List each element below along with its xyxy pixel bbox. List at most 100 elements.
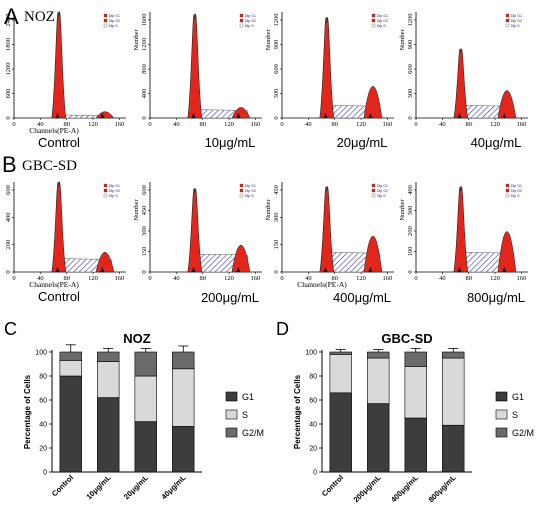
histogram-peak-marker: [323, 267, 328, 272]
histogram-x-tick-label: 80: [465, 121, 472, 128]
histogram-y-tick-label: 0: [5, 270, 12, 273]
legend-label: G2/M: [512, 428, 534, 438]
bar-g2m-segment: [404, 351, 427, 367]
chart-title: NOZ: [123, 331, 151, 346]
bar-s-segment: [404, 366, 427, 419]
histogram-a-1: 0 40 80 120 160 0 600 1200 1800 2400 Channels(PE-A…: [5, 11, 126, 150]
histogram-legend-label: Dip S: [511, 194, 520, 198]
histogram-y-tick-label: 1600: [141, 14, 148, 27]
bar-s-segment: [59, 360, 82, 377]
histogram-legend-swatch: [505, 183, 510, 188]
histogram-y-tick-label: 0: [141, 270, 148, 273]
histogram-g1-peak: [453, 48, 469, 119]
bar-g1-segment: [97, 397, 120, 473]
histogram-x-tick-label: 80: [331, 121, 338, 128]
histogram-condition-label: 20μg/mL: [337, 135, 388, 150]
histogram-peak-marker: [100, 267, 105, 272]
histogram-y-title: Number: [399, 29, 406, 51]
bar-g1-segment: [59, 375, 82, 473]
histogram-x-tick-label: 40: [37, 121, 44, 128]
histogram-y-tick-label: 0: [407, 270, 414, 273]
histogram-legend-swatch: [103, 18, 108, 23]
chart-x-tick-label: 40μg/mL: [159, 473, 187, 501]
histogram-y-tick-label: 400: [407, 185, 414, 195]
histogram-y-tick-label: 600: [5, 185, 12, 195]
chart-y-tick-label: 40: [39, 422, 47, 429]
histogram-x-tick-label: 120: [356, 121, 366, 128]
bar-g2m-segment: [172, 351, 195, 370]
histogram-y-tick-label: 400: [5, 212, 12, 222]
histogram-x-tick-label: 80: [199, 275, 206, 282]
histogram-y-tick-label: 600: [5, 89, 12, 99]
histogram-peak-marker: [457, 113, 462, 118]
histogram-peak-marker: [100, 113, 105, 118]
chart-x-tick-label: 20μg/mL: [122, 473, 150, 501]
histogram-y-tick-label: 150: [273, 240, 280, 250]
histogram-x-tick-label: 120: [224, 275, 234, 282]
chart-y-tick-label: 100: [35, 350, 47, 357]
legend-swatch: [225, 391, 238, 402]
histogram-legend-swatch: [505, 13, 510, 18]
histogram-legend-swatch: [371, 188, 376, 193]
histogram-legend-swatch: [239, 183, 244, 188]
histogram-x-tick-label: 40: [37, 275, 44, 282]
chart-y-tick-label: 40: [309, 422, 317, 429]
chart-x-tick-label: Control: [320, 473, 345, 498]
chart-y-tick-label: 60: [39, 398, 47, 405]
histogram-condition-label: 40μg/mL: [471, 135, 522, 150]
histogram-legend-label: Dip G2: [377, 19, 388, 23]
histogram-g2-peak: [231, 107, 251, 119]
histogram-x-tick-label: 0: [12, 275, 15, 282]
panel-c-letter: C: [4, 319, 17, 339]
histogram-legend-swatch: [239, 13, 244, 18]
histogram-legend-swatch: [371, 23, 376, 28]
histogram-legend-swatch: [239, 18, 244, 23]
histogram-legend-swatch: [239, 23, 244, 28]
bar-s-segment: [134, 375, 157, 422]
histogram-condition-label: 400μg/mL: [333, 290, 391, 305]
legend-swatch: [495, 391, 508, 402]
histogram-peak-marker: [368, 113, 373, 118]
histogram-g2-peak: [95, 251, 115, 273]
bar-g1-segment: [367, 403, 390, 473]
bar-g1-segment: [329, 392, 352, 473]
histogram-peak-marker: [236, 267, 241, 272]
chart-x-tick-label: Control: [50, 473, 75, 498]
histogram-g1-peak: [319, 186, 335, 273]
stacked-bar-charts: NOZ 0 20 40 60 80 100 Percentage of Cells Contro…: [23, 331, 534, 504]
histogram-g1-peak: [51, 181, 67, 273]
histogram-g2-peak: [363, 236, 383, 273]
histogram-x-tick-label: 160: [383, 275, 393, 282]
histogram-legend-label: Dip G1: [377, 14, 388, 18]
histogram-legend-label: Dip G1: [245, 14, 256, 18]
histogram-y-tick-label: 600: [407, 64, 414, 74]
histogram-y-tick-label: 200: [407, 226, 414, 236]
histogram-condition-label: 200μg/mL: [201, 290, 259, 305]
histogram-legend-swatch: [371, 193, 376, 198]
histogram-y-tick-label: 0: [141, 116, 148, 119]
bar-s-segment: [367, 357, 390, 404]
histogram-y-tick-label: 100: [407, 247, 414, 257]
histogram-x-tick-label: 40: [173, 121, 180, 128]
bar-s-segment: [172, 368, 195, 427]
histogram-x-tick-label: 80: [63, 275, 70, 282]
histogram-legend-label: Dip G1: [511, 184, 522, 188]
histogram-g2-peak: [363, 85, 383, 119]
histogram-legend-label: Dip G2: [109, 189, 120, 193]
bar-g1-segment: [134, 421, 157, 473]
histogram-x-tick-label: 0: [280, 121, 283, 128]
histogram-legend-label: Dip G1: [377, 184, 388, 188]
bar-g2m-segment: [367, 351, 390, 359]
histogram-x-tick-label: 160: [251, 275, 261, 282]
histogram-x-tick-label: 0: [414, 275, 417, 282]
histogram-legend-swatch: [505, 193, 510, 198]
legend-label: S: [512, 410, 518, 420]
histogram-legend-label: Dip G2: [511, 19, 522, 23]
bar-g2m-segment: [329, 351, 352, 355]
histogram-y-tick-label: 0: [273, 116, 280, 119]
histogram-x-tick-label: 120: [88, 275, 98, 282]
histogram-legend-label: Dip S: [245, 24, 254, 28]
histogram-peak-marker: [502, 267, 507, 272]
histogram-peak-marker: [236, 113, 241, 118]
